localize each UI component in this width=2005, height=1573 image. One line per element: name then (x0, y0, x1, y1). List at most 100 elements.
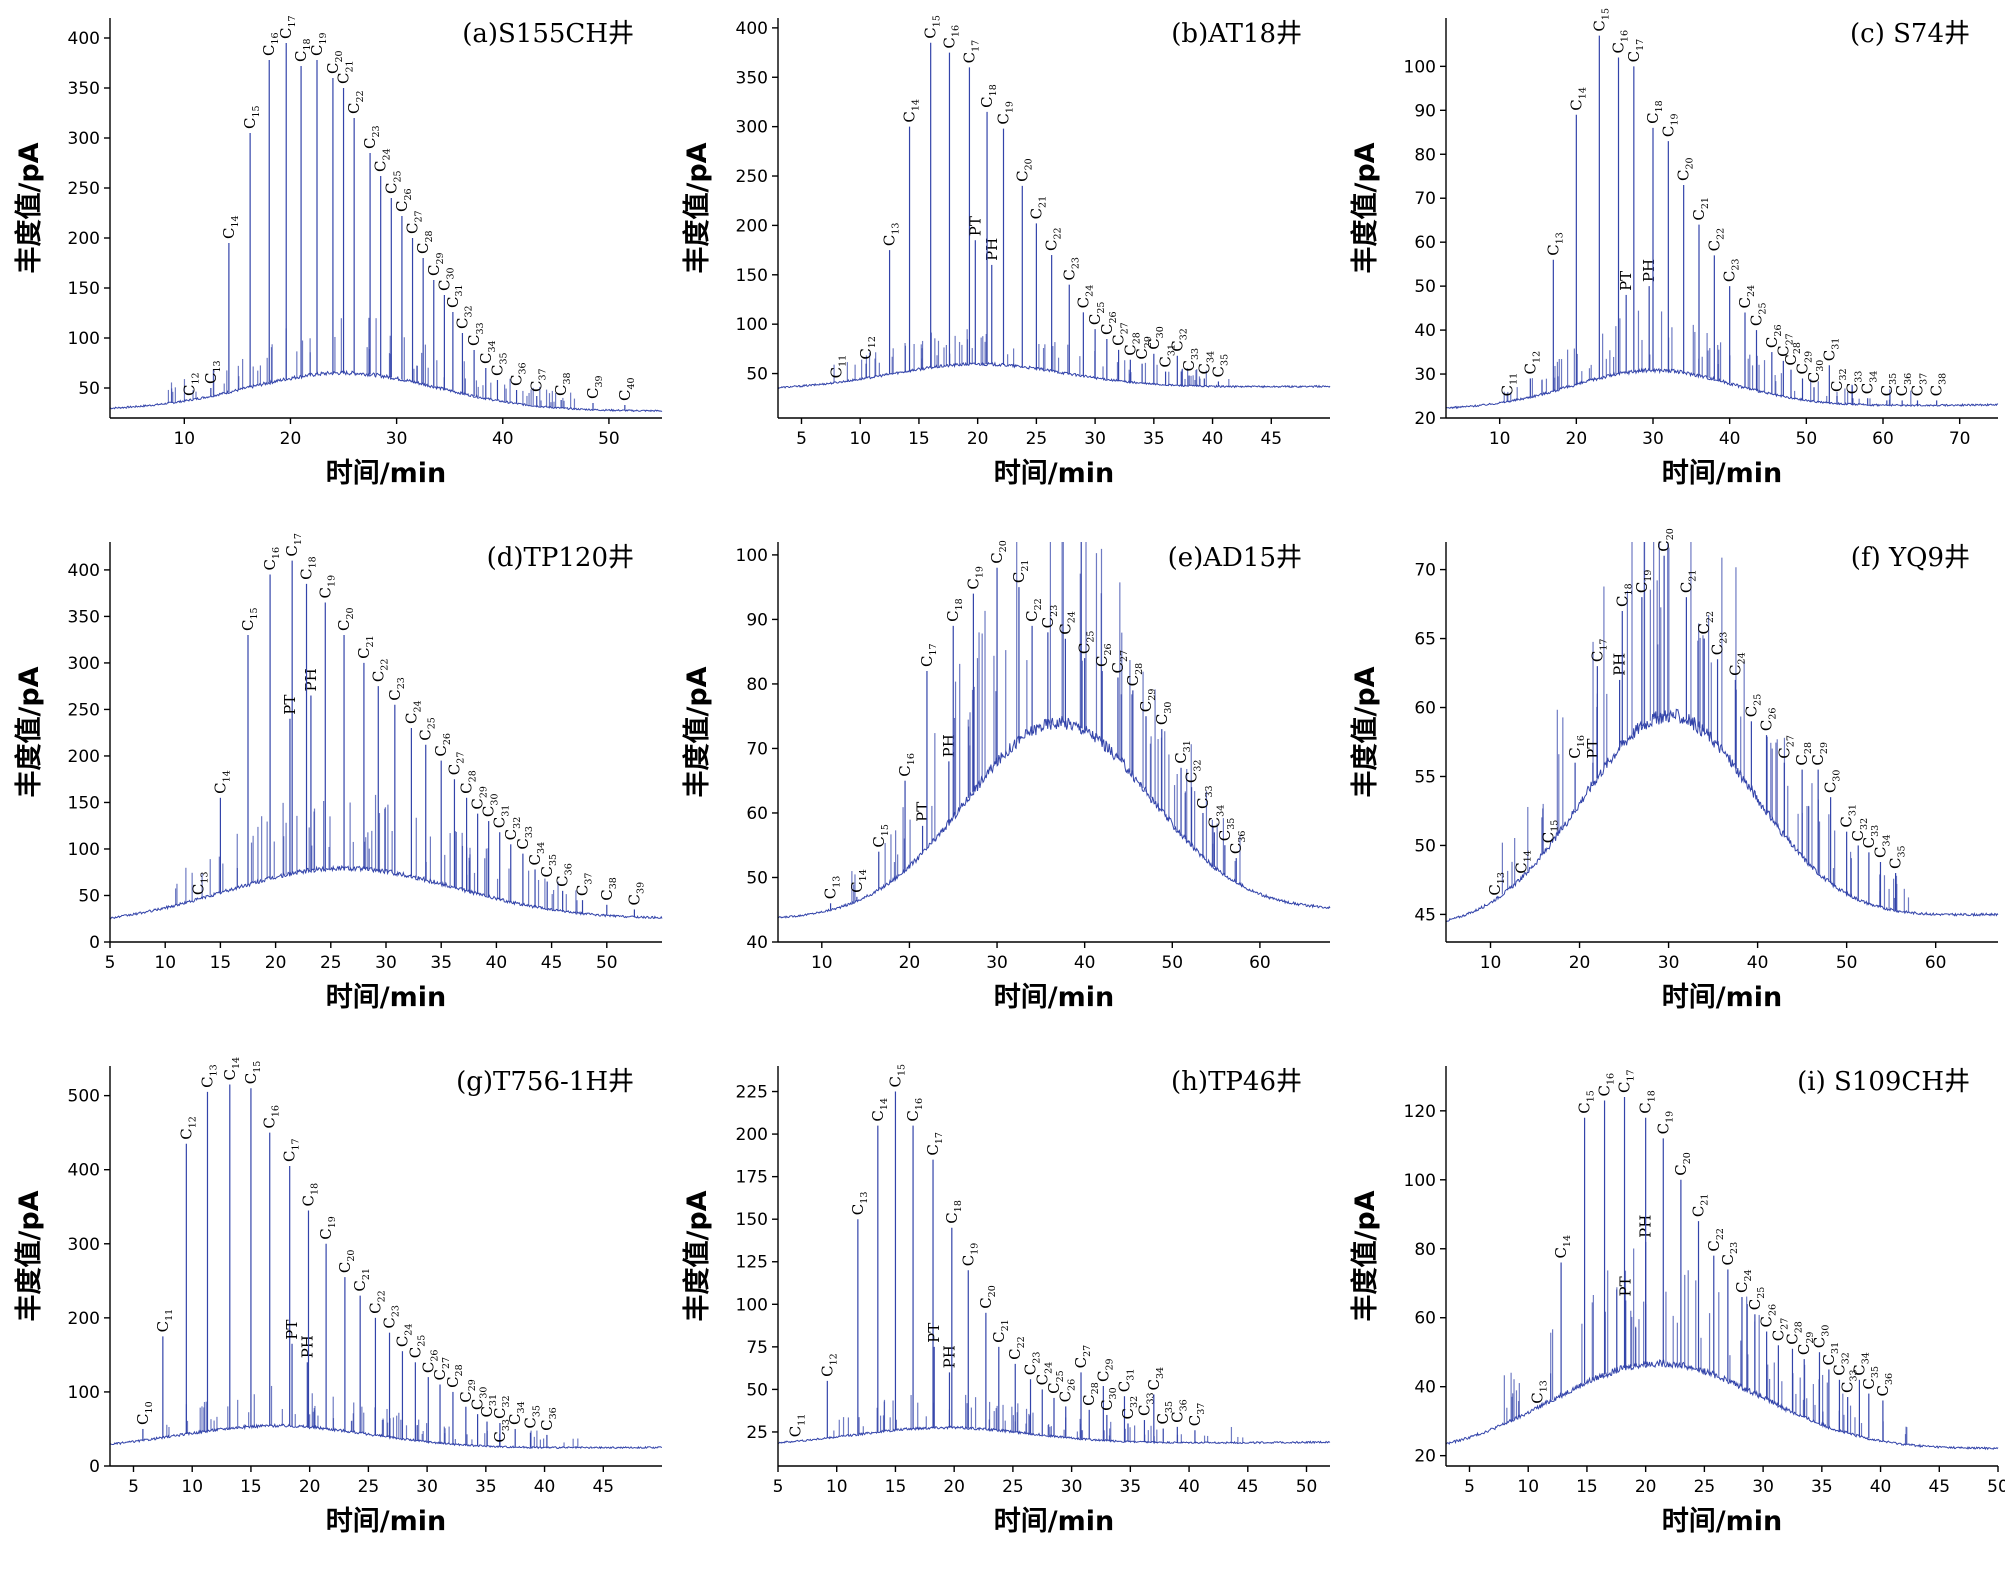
y-axis-title: 丰度值/pA (681, 142, 713, 273)
peak-label: C31 (1115, 1369, 1136, 1393)
y-tick-label: 150 (68, 279, 100, 299)
y-tick-label: 90 (746, 610, 768, 630)
peak-label: C38 (598, 877, 619, 901)
peak-label: C27 (1072, 1345, 1093, 1369)
peak-label: C26 (419, 1350, 440, 1374)
peak-label: C13 (849, 1192, 870, 1216)
peak-label: C35 (538, 854, 559, 878)
y-tick-label: 175 (736, 1168, 768, 1188)
peak-label: C25 (1748, 303, 1769, 327)
peak-label: C37 (1186, 1403, 1207, 1427)
y-tick-label: 125 (736, 1253, 768, 1273)
x-axis-title: 时间/min (994, 458, 1114, 489)
peak-label: PT (281, 695, 299, 715)
x-tick-label: 30 (986, 953, 1008, 973)
chromatogram-trace (777, 715, 1331, 919)
peak-label: C30 (1805, 360, 1826, 384)
y-tick-label: 100 (68, 840, 100, 860)
x-tick-label: 30 (1084, 429, 1106, 449)
y-tick-label: 400 (68, 1161, 100, 1181)
peak-label: C13 (1529, 1380, 1550, 1404)
peak-label: C13 (202, 360, 223, 384)
x-tick-label: 35 (1811, 1477, 1833, 1497)
peak-label: PH (940, 1345, 958, 1368)
peak-label: C26 (1758, 708, 1779, 732)
peak-label: C16 (1566, 735, 1587, 759)
peak-label: C27 (1110, 322, 1131, 346)
peak-label: C34 (1859, 371, 1880, 395)
peak-label: C39 (625, 882, 646, 906)
y-tick-label: 60 (746, 804, 768, 824)
peak-label: C20 (335, 607, 356, 631)
peak-label: PT (283, 1320, 301, 1340)
panel-title: (d)TP120井 (487, 543, 634, 573)
peak-label: C31 (444, 284, 465, 308)
x-tick-label: 30 (375, 953, 397, 973)
peak-label: C21 (1027, 196, 1048, 220)
y-tick-label: 100 (68, 1383, 100, 1403)
x-tick-label: 25 (320, 953, 342, 973)
peak-label: C18 (1644, 100, 1665, 124)
peak-label: C11 (1498, 373, 1519, 397)
panel-title: (a)S155CH井 (462, 19, 634, 49)
peak-label: C29 (425, 252, 446, 276)
y-tick-label: 100 (736, 546, 768, 566)
peak-label: C21 (1010, 560, 1031, 584)
chromatogram-panel: C13 C14 C15 C16 PT C17 PH C18 C19 C20 C21 C22 C23 C24… (668, 524, 1336, 1048)
peak-label: C32 (1828, 368, 1849, 392)
x-tick-label: 20 (899, 953, 921, 973)
y-tick-label: 70 (1414, 561, 1436, 581)
y-tick-label: 60 (1414, 699, 1436, 719)
y-tick-label: 225 (736, 1083, 768, 1103)
x-tick-label: 10 (173, 429, 195, 449)
x-tick-label: 40 (534, 1477, 556, 1497)
y-tick-label: 55 (1414, 767, 1436, 787)
peak-label: C22 (369, 659, 390, 683)
chromatogram-trace (109, 1423, 663, 1450)
peak-label: C22 (1023, 598, 1044, 622)
x-tick-label: 10 (1517, 1477, 1539, 1497)
x-axis-title: 时间/min (1662, 982, 1782, 1013)
x-tick-label: 40 (1747, 953, 1769, 973)
peak-label: C34 (1145, 1367, 1166, 1391)
peak-label: C25 (406, 1335, 427, 1359)
peak-label: C16 (896, 753, 917, 777)
peak-label: C33 (1839, 1369, 1860, 1393)
peak-label: C34 (1850, 1352, 1871, 1376)
y-tick-label: 50 (1414, 836, 1436, 856)
y-tick-label: 50 (746, 1380, 768, 1400)
y-tick-label: 200 (68, 1309, 100, 1329)
y-tick-label: 45 (1414, 905, 1436, 925)
peak-label: C40 (616, 377, 637, 401)
x-tick-label: 20 (1569, 953, 1591, 973)
peak-label: C33 (1135, 1392, 1156, 1416)
peak-label: PT (1584, 739, 1602, 759)
peak-label: C16 (261, 1105, 282, 1129)
peak-label: C30 (435, 267, 456, 291)
peak-label: C32 (1119, 1396, 1140, 1420)
peak-label: C24 (402, 700, 423, 724)
peak-label: C27 (1769, 1318, 1790, 1342)
chromatogram-panel: C13 C14 C15 C16 C17 PT PH C18 C19 C20 C21 C22 C23 C24… (1336, 1048, 2005, 1572)
peak-label: C27 (404, 210, 425, 234)
peak-label: C20 (988, 540, 1009, 564)
peak-label: C15 (239, 607, 260, 631)
peak-label: C13 (1486, 872, 1507, 896)
x-tick-label: 15 (240, 1477, 262, 1497)
peak-label: C31 (1157, 344, 1178, 368)
peak-label: C13 (189, 872, 210, 896)
y-tick-label: 50 (746, 868, 768, 888)
peak-label: C26 (1057, 1379, 1078, 1403)
y-tick-label: 300 (68, 654, 100, 674)
peak-label: C15 (242, 1061, 263, 1085)
peak-label: C23 (1719, 1242, 1740, 1266)
peak-label: PT (966, 216, 984, 236)
x-tick-label: 20 (1566, 429, 1588, 449)
peak-label: C32 (491, 1395, 512, 1419)
peak-label: C16 (1610, 30, 1631, 54)
y-tick-label: 150 (736, 266, 768, 286)
y-axis-title: 丰度值/pA (13, 666, 45, 797)
peak-label: C34 (1195, 351, 1216, 375)
peak-label: C35 (1860, 1366, 1881, 1390)
